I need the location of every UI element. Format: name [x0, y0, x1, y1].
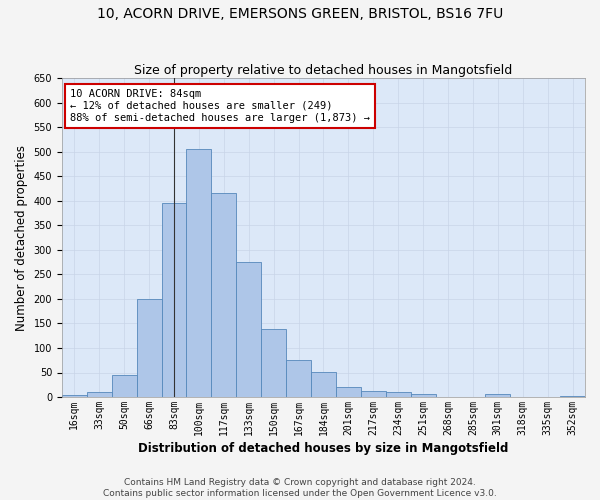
Bar — [286, 360, 311, 397]
Bar — [560, 396, 585, 397]
Bar — [361, 390, 386, 397]
Bar — [410, 394, 436, 397]
Text: 10, ACORN DRIVE, EMERSONS GREEN, BRISTOL, BS16 7FU: 10, ACORN DRIVE, EMERSONS GREEN, BRISTOL… — [97, 8, 503, 22]
Text: 10 ACORN DRIVE: 84sqm
← 12% of detached houses are smaller (249)
88% of semi-det: 10 ACORN DRIVE: 84sqm ← 12% of detached … — [70, 90, 370, 122]
Bar — [261, 330, 286, 397]
Bar — [485, 394, 510, 397]
Bar — [187, 150, 211, 397]
Y-axis label: Number of detached properties: Number of detached properties — [15, 144, 28, 330]
Bar — [62, 394, 87, 397]
Title: Size of property relative to detached houses in Mangotsfield: Size of property relative to detached ho… — [134, 64, 512, 77]
Bar — [211, 194, 236, 397]
Bar — [137, 299, 161, 397]
X-axis label: Distribution of detached houses by size in Mangotsfield: Distribution of detached houses by size … — [138, 442, 509, 455]
Text: Contains HM Land Registry data © Crown copyright and database right 2024.
Contai: Contains HM Land Registry data © Crown c… — [103, 478, 497, 498]
Bar — [87, 392, 112, 397]
Bar — [112, 375, 137, 397]
Bar — [386, 392, 410, 397]
Bar — [311, 372, 336, 397]
Bar — [336, 387, 361, 397]
Bar — [161, 204, 187, 397]
Bar — [236, 262, 261, 397]
